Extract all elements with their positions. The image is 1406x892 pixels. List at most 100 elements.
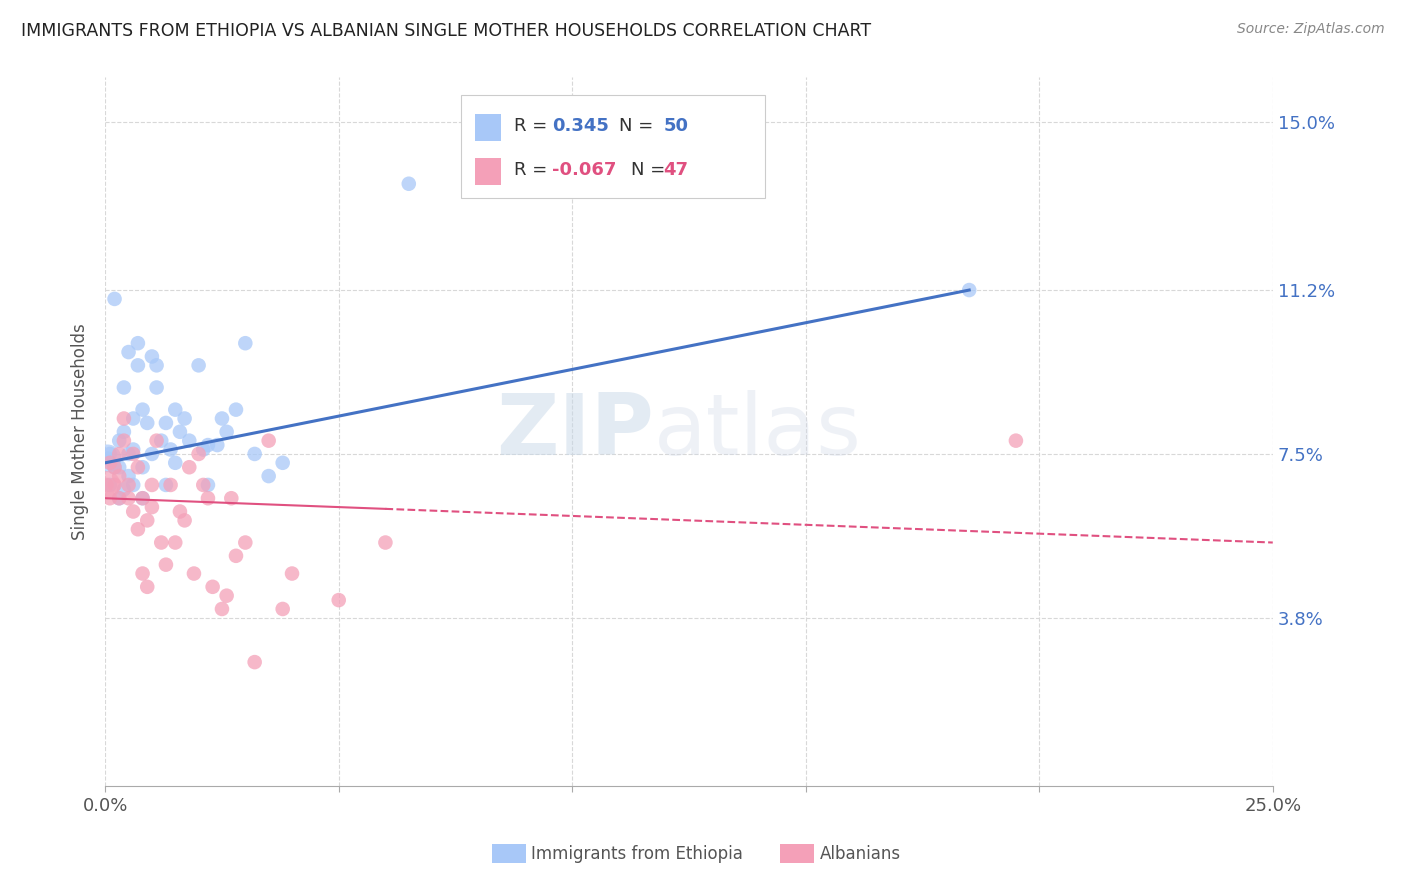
Y-axis label: Single Mother Households: Single Mother Households — [72, 324, 89, 541]
Text: 0.345: 0.345 — [553, 117, 609, 135]
Point — [187, 447, 209, 461]
Text: 47: 47 — [664, 161, 689, 178]
Point — [117, 447, 139, 461]
Point — [179, 460, 201, 475]
Point — [117, 491, 139, 506]
Point — [122, 442, 145, 457]
Point — [136, 416, 159, 430]
Text: N =: N = — [619, 117, 654, 135]
Point — [173, 513, 195, 527]
Point — [108, 460, 131, 475]
Text: ZIP: ZIP — [496, 391, 654, 474]
Point — [131, 491, 153, 506]
Point — [108, 491, 131, 506]
Point — [233, 535, 256, 549]
Point — [328, 593, 350, 607]
Point — [243, 447, 266, 461]
Point — [122, 447, 145, 461]
Point — [96, 478, 118, 492]
Point — [112, 483, 135, 497]
Point — [117, 478, 139, 492]
Point — [117, 469, 139, 483]
Point — [257, 469, 280, 483]
Point — [131, 460, 153, 475]
Point — [281, 566, 304, 581]
Point — [112, 411, 135, 425]
Text: Albanians: Albanians — [820, 845, 901, 863]
Point — [112, 434, 135, 448]
Point — [398, 177, 420, 191]
Point — [98, 478, 121, 492]
Point — [108, 434, 131, 448]
Point — [150, 434, 173, 448]
Point — [103, 460, 125, 475]
Point — [141, 350, 163, 364]
Point — [127, 522, 149, 536]
Point — [169, 425, 191, 439]
Point — [96, 478, 118, 492]
Point — [108, 491, 131, 506]
Point — [169, 504, 191, 518]
Point — [131, 402, 153, 417]
Point — [145, 380, 167, 394]
Point — [103, 478, 125, 492]
Point — [193, 442, 215, 457]
Point — [183, 566, 205, 581]
Point — [221, 491, 243, 506]
Point — [122, 504, 145, 518]
Point — [127, 336, 149, 351]
Point — [215, 425, 238, 439]
Point — [159, 478, 181, 492]
Point — [207, 438, 229, 452]
Point — [122, 411, 145, 425]
Point — [131, 566, 153, 581]
Text: N =: N = — [631, 161, 665, 178]
Text: Source: ZipAtlas.com: Source: ZipAtlas.com — [1237, 22, 1385, 37]
Point — [122, 478, 145, 492]
Point — [108, 447, 131, 461]
Point — [233, 336, 256, 351]
Point — [193, 478, 215, 492]
Point — [374, 535, 396, 549]
Text: R =: R = — [513, 161, 547, 178]
Point — [103, 292, 125, 306]
Point — [201, 580, 224, 594]
Text: -0.067: -0.067 — [553, 161, 617, 178]
Point — [150, 535, 173, 549]
Point — [165, 535, 187, 549]
Point — [112, 380, 135, 394]
Point — [257, 434, 280, 448]
Point — [165, 456, 187, 470]
Point — [98, 456, 121, 470]
Point — [141, 447, 163, 461]
FancyBboxPatch shape — [461, 95, 765, 198]
Point — [127, 359, 149, 373]
Point — [179, 434, 201, 448]
Text: 50: 50 — [664, 117, 689, 135]
Point — [127, 460, 149, 475]
Point — [187, 359, 209, 373]
Point — [96, 451, 118, 466]
Point — [165, 402, 187, 417]
Point — [197, 438, 219, 452]
Point — [145, 359, 167, 373]
Point — [271, 456, 294, 470]
Point — [98, 447, 121, 461]
Point — [211, 602, 233, 616]
Point — [159, 442, 181, 457]
Point — [141, 478, 163, 492]
Point — [145, 434, 167, 448]
Point — [243, 655, 266, 669]
Point — [225, 549, 247, 563]
Point — [136, 513, 159, 527]
Bar — [475, 114, 501, 141]
Point — [108, 469, 131, 483]
Point — [141, 500, 163, 514]
Point — [112, 425, 135, 439]
Point — [103, 460, 125, 475]
Point — [215, 589, 238, 603]
Point — [136, 580, 159, 594]
Point — [155, 478, 177, 492]
Point — [155, 558, 177, 572]
Point — [271, 602, 294, 616]
